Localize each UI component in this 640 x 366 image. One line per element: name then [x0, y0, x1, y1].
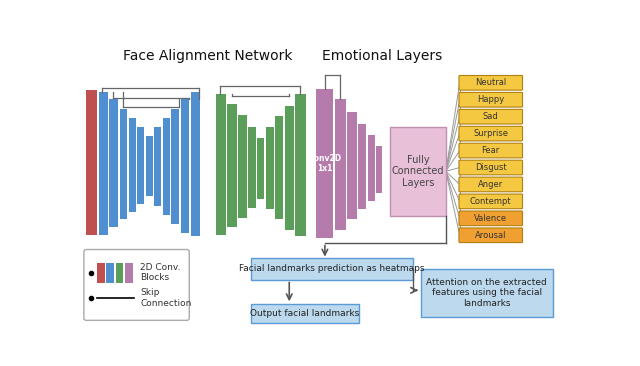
Text: Disgust: Disgust	[475, 163, 507, 172]
Text: Fear: Fear	[482, 146, 500, 155]
FancyBboxPatch shape	[459, 93, 522, 107]
Bar	[172, 109, 179, 224]
Bar	[348, 112, 356, 220]
Text: Face Alignment Network: Face Alignment Network	[123, 49, 292, 63]
FancyBboxPatch shape	[459, 228, 522, 243]
Bar	[109, 99, 118, 227]
Bar	[97, 262, 105, 283]
Bar	[335, 99, 346, 230]
Bar	[367, 135, 374, 201]
Text: Contempt: Contempt	[470, 197, 511, 206]
Text: Happy: Happy	[477, 95, 504, 104]
Bar	[163, 118, 170, 215]
FancyBboxPatch shape	[84, 250, 189, 320]
Bar	[275, 116, 283, 220]
FancyBboxPatch shape	[250, 258, 413, 280]
Bar	[191, 92, 200, 236]
Text: Arousal: Arousal	[475, 231, 506, 240]
Text: Valence: Valence	[474, 214, 508, 223]
Bar	[296, 94, 305, 236]
Bar	[376, 146, 382, 193]
FancyBboxPatch shape	[459, 211, 522, 226]
FancyBboxPatch shape	[390, 127, 446, 216]
Bar	[227, 104, 237, 227]
Text: Surprise: Surprise	[473, 129, 508, 138]
FancyBboxPatch shape	[459, 177, 522, 192]
Text: Skip
Connection: Skip Connection	[140, 288, 192, 308]
FancyBboxPatch shape	[421, 269, 553, 317]
Bar	[99, 92, 108, 235]
Bar	[257, 138, 264, 199]
Text: Emotional Layers: Emotional Layers	[322, 49, 442, 63]
Bar	[125, 262, 132, 283]
Text: Sad: Sad	[483, 112, 499, 121]
Bar	[106, 262, 114, 283]
FancyBboxPatch shape	[459, 160, 522, 175]
Text: Attention on the extracted
features using the facial
landmarks: Attention on the extracted features usin…	[426, 278, 547, 307]
Text: Facial landmarks prediction as heatmaps: Facial landmarks prediction as heatmaps	[239, 264, 424, 273]
FancyBboxPatch shape	[459, 143, 522, 158]
Bar	[86, 90, 97, 235]
Text: Fully
Connected
Layers: Fully Connected Layers	[392, 155, 444, 188]
Bar	[120, 109, 127, 220]
FancyBboxPatch shape	[459, 75, 522, 90]
Bar	[129, 118, 136, 212]
FancyBboxPatch shape	[459, 194, 522, 209]
Bar	[248, 127, 256, 208]
Text: Anger: Anger	[478, 180, 504, 189]
Bar	[146, 136, 153, 197]
FancyBboxPatch shape	[250, 304, 359, 323]
Text: Conv2D
1x1: Conv2D 1x1	[308, 154, 342, 173]
Bar	[238, 115, 246, 218]
Text: Neutral: Neutral	[475, 78, 506, 87]
Bar	[138, 127, 145, 204]
Bar	[154, 127, 161, 206]
Bar	[216, 94, 226, 235]
Bar	[358, 124, 366, 209]
Text: 2D Conv.
Blocks: 2D Conv. Blocks	[140, 263, 180, 282]
Bar	[316, 89, 333, 238]
FancyBboxPatch shape	[459, 109, 522, 124]
Bar	[266, 127, 274, 209]
Bar	[285, 105, 294, 230]
Bar	[116, 262, 124, 283]
FancyBboxPatch shape	[459, 126, 522, 141]
Text: Output facial landmarks: Output facial landmarks	[250, 309, 360, 318]
Bar	[180, 99, 189, 234]
